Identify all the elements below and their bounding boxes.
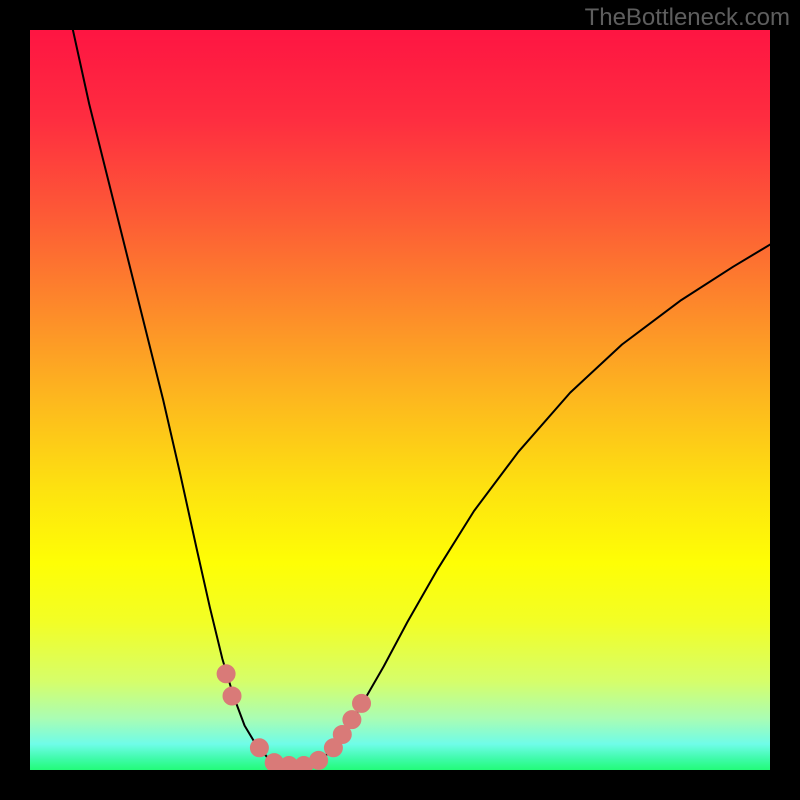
chart-marker bbox=[223, 687, 241, 705]
chart-marker bbox=[250, 739, 268, 757]
chart-marker bbox=[310, 751, 328, 769]
chart-marker bbox=[353, 694, 371, 712]
chart-background bbox=[30, 30, 770, 770]
chart-marker bbox=[217, 665, 235, 683]
watermark-text: TheBottleneck.com bbox=[585, 4, 790, 32]
chart-svg bbox=[30, 30, 770, 770]
chart-marker bbox=[343, 711, 361, 729]
chart-plot-area bbox=[30, 30, 770, 770]
